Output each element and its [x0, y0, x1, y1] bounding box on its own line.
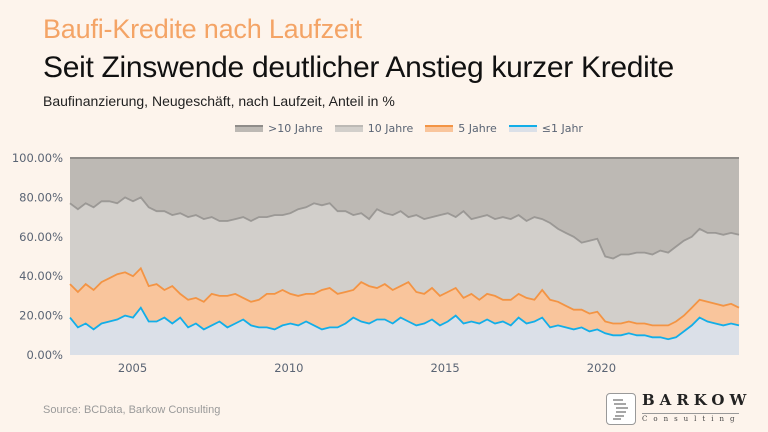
area-10-jahre — [70, 197, 739, 326]
area-gt10-jahre — [70, 158, 739, 259]
line-le1-jahr — [69, 306, 740, 341]
legend-label: >10 Jahre — [268, 122, 323, 135]
logo-divider — [642, 413, 739, 414]
legend-item-gt10[interactable]: >10 Jahre — [235, 122, 323, 135]
legend-swatch — [334, 125, 363, 132]
legend-swatch — [235, 125, 264, 132]
x-tick-label: 2020 — [587, 361, 616, 375]
legend-item-5[interactable]: 5 Jahre — [425, 122, 497, 135]
y-tick-label: 100.00% — [12, 151, 63, 165]
y-tick-label: 60.00% — [19, 230, 63, 244]
legend-label: 10 Jahre — [367, 122, 414, 135]
area-5-jahre — [70, 268, 739, 340]
legend-label: 5 Jahre — [458, 122, 497, 135]
x-tick-label: 2015 — [430, 361, 459, 375]
x-tick-label: 2010 — [274, 361, 303, 375]
y-tick-label: 40.00% — [19, 269, 63, 283]
chart-subtitle: Baufinanzierung, Neugeschäft, nach Laufz… — [43, 93, 395, 109]
legend: >10 Jahre 10 Jahre 5 Jahre ≤1 Jahr — [0, 122, 768, 135]
legend-item-le1[interactable]: ≤1 Jahr — [508, 122, 583, 135]
logo-subtitle: Consulting — [642, 415, 741, 423]
x-tick-label: 2005 — [118, 361, 147, 375]
source-note: Source: BCData, Barkow Consulting — [43, 404, 221, 416]
legend-swatch — [508, 125, 537, 132]
legend-swatch — [425, 125, 454, 132]
y-tick-label: 80.00% — [19, 190, 63, 204]
barkow-logo: BARKOW Consulting — [606, 391, 746, 426]
logo-stairs-icon — [606, 393, 636, 425]
area-le1-jahr — [70, 307, 739, 355]
logo-name: BARKOW — [642, 391, 752, 409]
y-tick-label: 20.00% — [19, 309, 63, 323]
legend-label: ≤1 Jahr — [541, 122, 583, 135]
y-tick-label: 0.00% — [26, 348, 63, 362]
chart-title: Seit Zinswende deutlicher Anstieg kurzer… — [43, 51, 674, 84]
chart-kicker: Baufi-Kredite nach Laufzeit — [43, 14, 362, 44]
line-10-jahre — [69, 196, 740, 260]
legend-item-10[interactable]: 10 Jahre — [334, 122, 414, 135]
line-5-jahre — [69, 266, 740, 327]
